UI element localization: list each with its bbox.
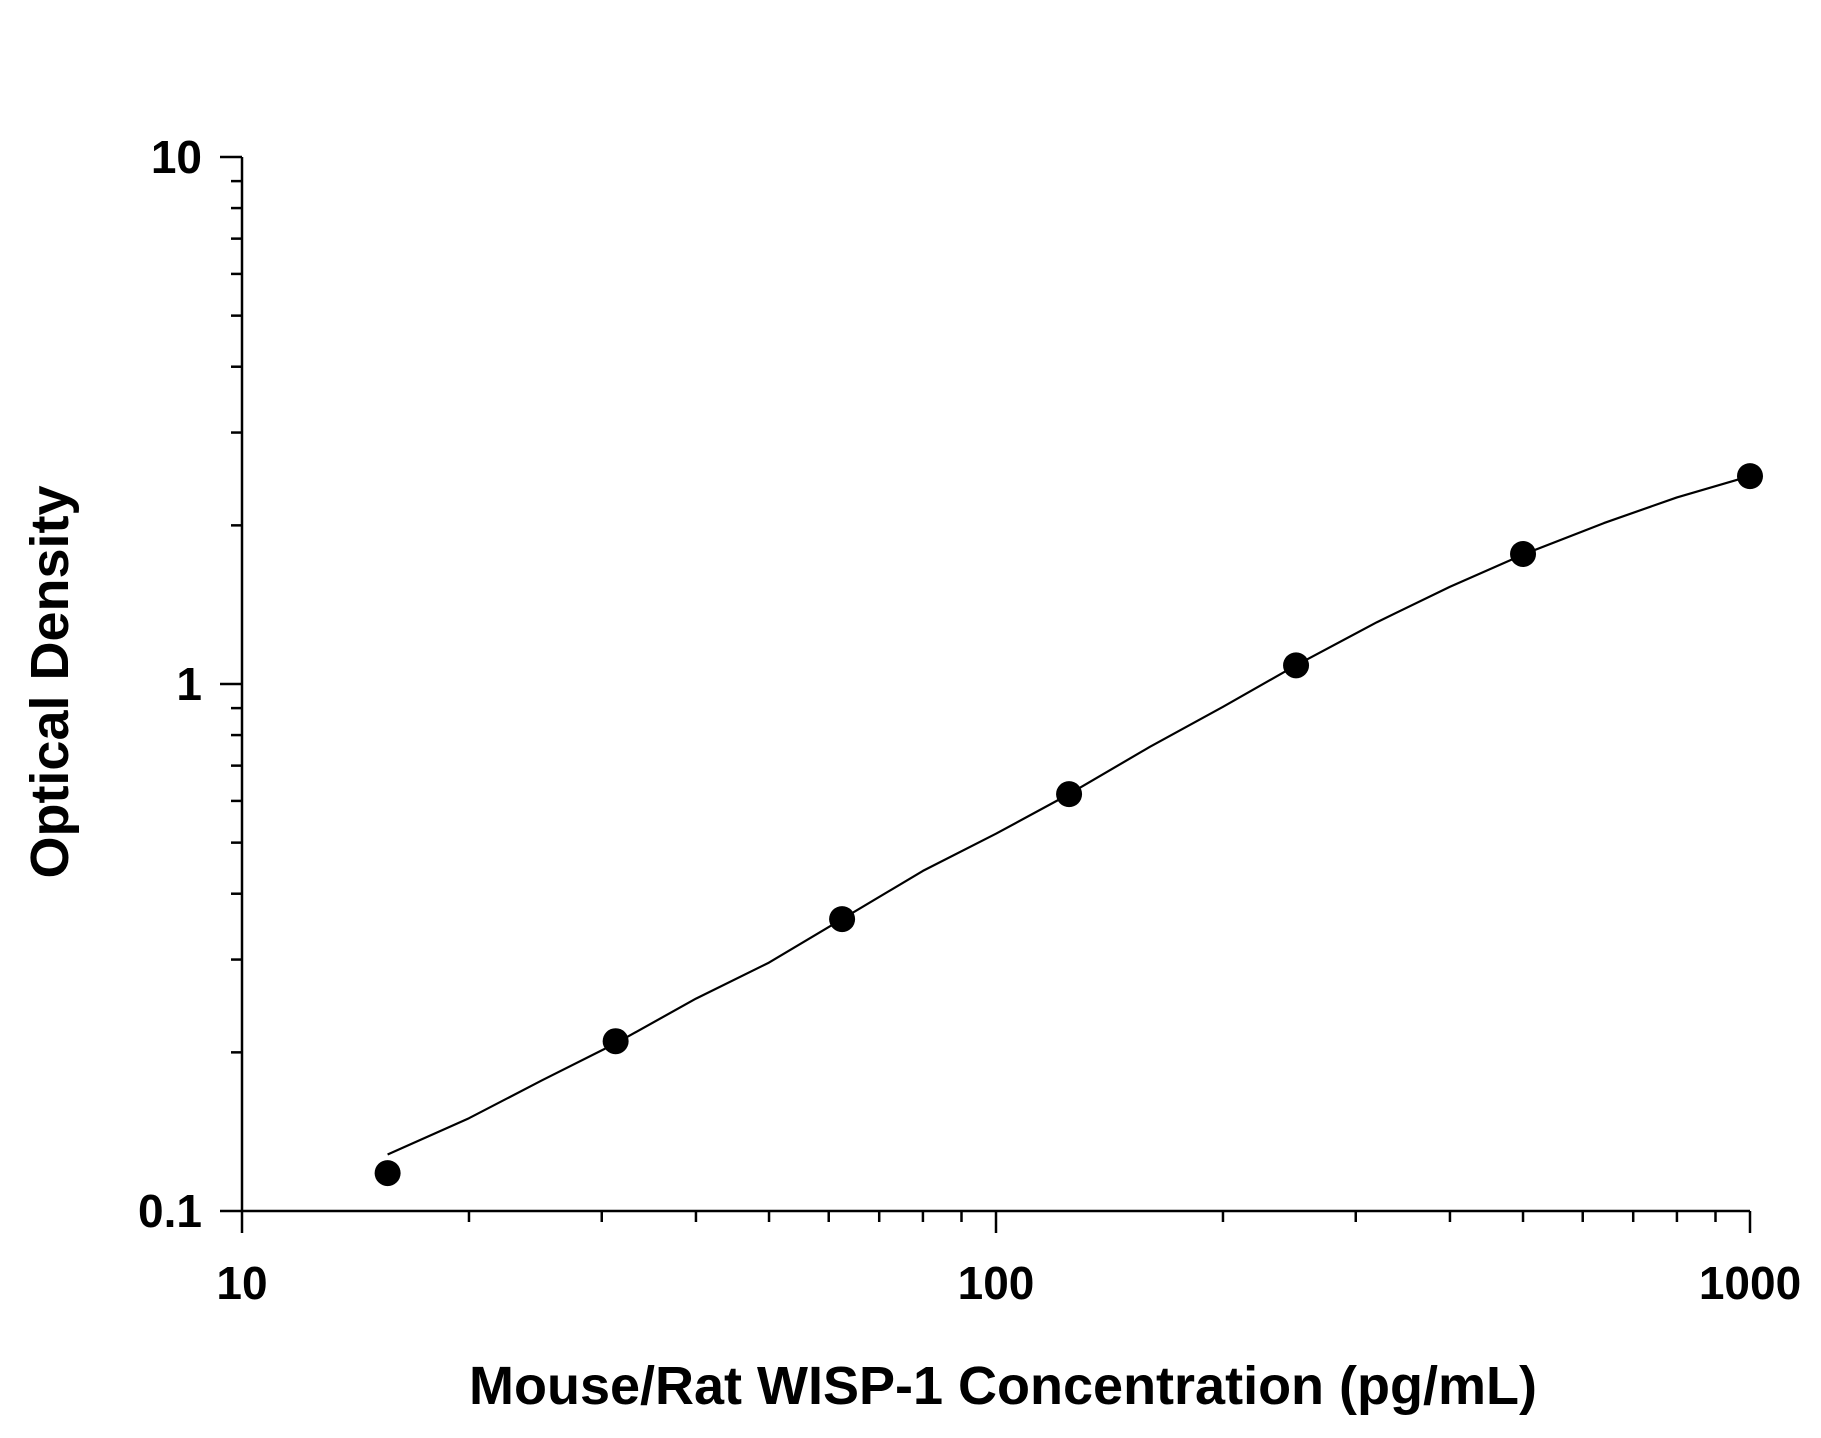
- x-tick-label: 100: [958, 1257, 1035, 1309]
- data-point: [1510, 540, 1537, 567]
- y-axis-title: Optical Density: [20, 485, 80, 878]
- x-tick-label: 10: [216, 1257, 267, 1309]
- y-tick-label: 1: [176, 658, 202, 710]
- data-point: [602, 1028, 629, 1055]
- axes: [240, 157, 1750, 1213]
- fit-curve-line: [387, 475, 1751, 1156]
- tick-labels: 10 100 1000 0.1 1 10: [138, 131, 1801, 1309]
- data-points: [374, 463, 1763, 1187]
- data-point: [1283, 652, 1310, 679]
- data-point: [1737, 463, 1763, 490]
- y-tick-label: 0.1: [138, 1185, 202, 1237]
- y-tick-label: 10: [151, 131, 202, 183]
- x-tick-label: 1000: [1699, 1257, 1801, 1309]
- data-point: [829, 906, 856, 933]
- axis-ticks: [220, 155, 1752, 1233]
- x-axis-title: Mouse/Rat WISP-1 Concentration (pg/mL): [469, 1356, 1537, 1416]
- data-point: [1056, 781, 1083, 808]
- fit-curve-group: [387, 475, 1751, 1156]
- data-point: [374, 1160, 401, 1187]
